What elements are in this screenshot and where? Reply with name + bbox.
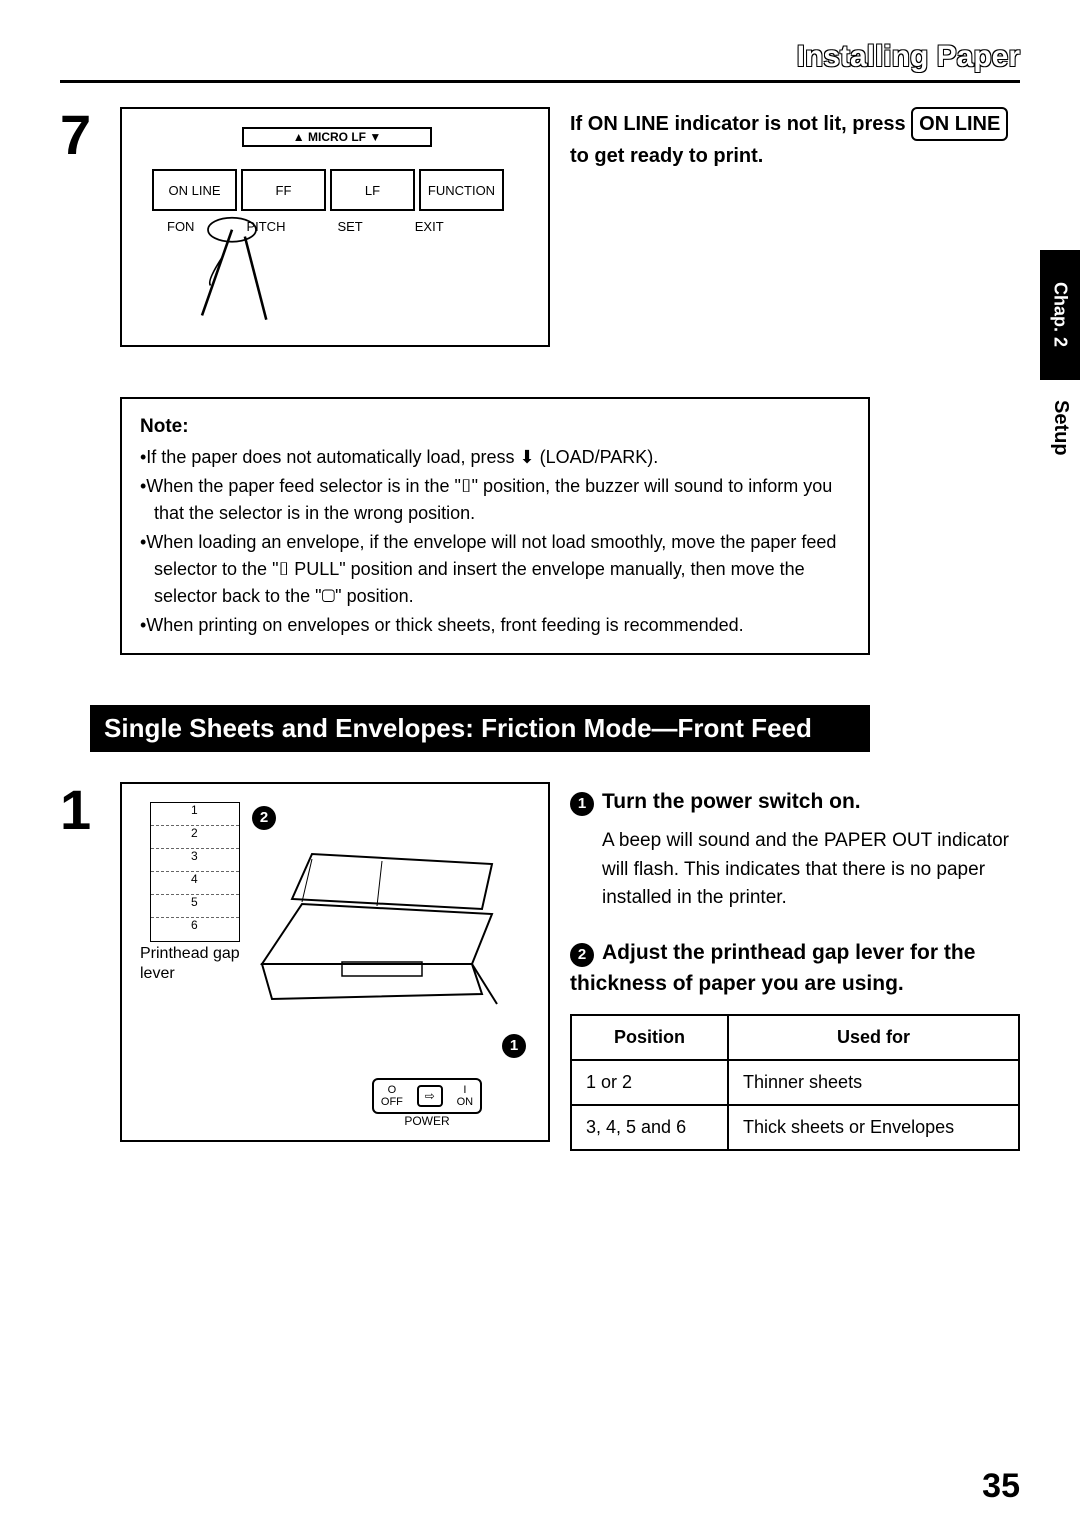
marker-2-icon: 2 — [252, 806, 276, 830]
finger-icon — [187, 204, 277, 324]
page-number: 35 — [982, 1467, 1020, 1506]
gap-scale: 1 2 3 4 5 6 — [150, 802, 240, 942]
section-label: Setup — [1049, 400, 1072, 456]
note-item: •If the paper does not automatically loa… — [140, 444, 850, 471]
micro-lf-bar: ▲ MICRO LF ▼ — [242, 127, 432, 147]
section-heading: Single Sheets and Envelopes: Friction Mo… — [90, 705, 870, 752]
diagram-control-panel: ▲ MICRO LF ▼ ON LINE FF LF FUNCTION FON … — [120, 107, 550, 347]
substep-1-body: A beep will sound and the PAPER OUT indi… — [602, 827, 1020, 913]
printer-icon — [242, 844, 502, 1014]
diagram-printer: 1 2 3 4 5 6 Printhead gap lever 2 1 O OF… — [120, 782, 550, 1142]
chapter-tab: Chap. 2 — [1040, 250, 1080, 380]
circle-2-icon: 2 — [570, 943, 594, 967]
substep-2-title: 2Adjust the printhead gap lever for the … — [570, 937, 1020, 1000]
step-number-7: 7 — [60, 107, 100, 347]
table-header-usedfor: Used for — [728, 1015, 1019, 1060]
note-item: •When the paper feed selector is in the … — [140, 473, 850, 527]
online-key-icon: ON LINE — [911, 107, 1008, 141]
step-number-1: 1 — [60, 782, 100, 1151]
page-title: Installing Paper — [60, 40, 1020, 83]
table-row: 1 or 2Thinner sheets — [571, 1060, 1019, 1105]
gap-lever-label: Printhead gap lever — [140, 944, 240, 986]
gap-table: Position Used for 1 or 2Thinner sheets 3… — [570, 1014, 1020, 1151]
note-heading: Note: — [140, 416, 189, 437]
key-lf: LF — [330, 169, 415, 211]
note-box: Note: •If the paper does not automatical… — [120, 397, 870, 655]
note-item: •When loading an envelope, if the envelo… — [140, 529, 850, 610]
step7-instruction: If ON LINE indicator is not lit, press O… — [570, 107, 1020, 347]
sublabel-set: SET — [337, 219, 362, 234]
table-header-position: Position — [571, 1015, 728, 1060]
power-switch: O OFF ⇨ I ON POWER — [372, 1078, 482, 1128]
circle-1-icon: 1 — [570, 792, 594, 816]
marker-1-icon: 1 — [502, 1034, 526, 1058]
substep-1-title: 1Turn the power switch on. — [570, 786, 1020, 818]
note-item: •When printing on envelopes or thick she… — [140, 612, 850, 639]
key-function: FUNCTION — [419, 169, 504, 211]
table-row: 3, 4, 5 and 6Thick sheets or Envelopes — [571, 1105, 1019, 1150]
sublabel-exit: EXIT — [415, 219, 444, 234]
